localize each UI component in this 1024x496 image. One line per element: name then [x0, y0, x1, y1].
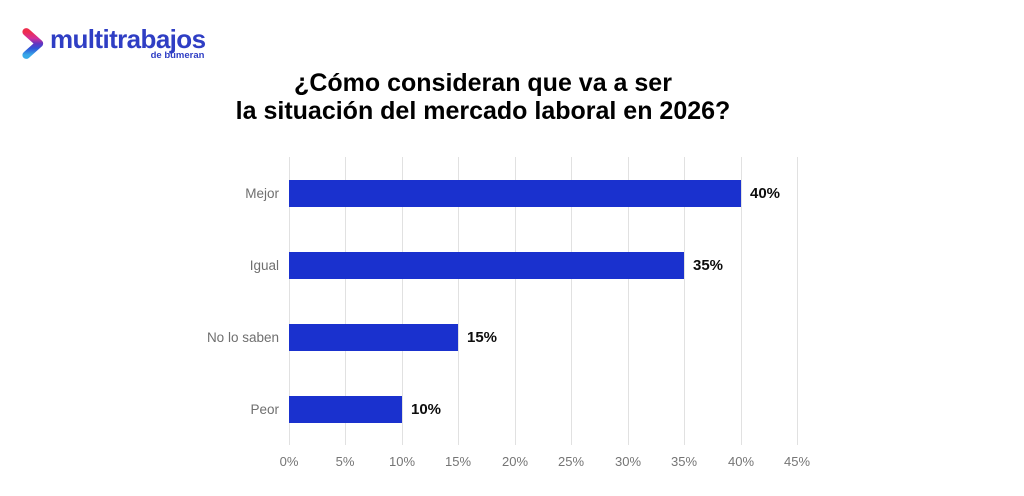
bar-row-peor: Peor 10%	[250, 373, 797, 445]
value-label-peor: 10%	[411, 400, 442, 418]
brand-text: multitrabajos de bumeran	[50, 24, 206, 61]
brand-name: multitrabajos	[50, 24, 206, 54]
bar-chart-plot-area: Mejor 40% Igual 35% No lo saben 15% Peor 10% 0%…	[207, 157, 810, 469]
multitrabajos-logo: multitrabajos de bumeran	[20, 24, 206, 61]
category-label-peor: Peor	[250, 401, 279, 417]
bar-row-igual: Igual 35%	[250, 229, 797, 301]
bar-peor	[289, 395, 402, 423]
x-tick-0: 0%	[279, 454, 299, 469]
bar-no-lo-saben	[289, 323, 458, 351]
category-label-igual: Igual	[249, 257, 279, 273]
x-tick-40: 40%	[727, 454, 755, 469]
x-tick-20: 20%	[501, 454, 529, 469]
value-label-mejor: 40%	[750, 184, 781, 202]
gridline-20	[515, 157, 516, 445]
chart-title-line1: ¿Cómo consideran que va a ser	[294, 69, 672, 97]
category-label-no-lo-saben: No lo saben	[206, 329, 279, 345]
gridline-5	[345, 157, 346, 445]
gridline-10	[402, 157, 403, 445]
bar-row-mejor: Mejor 40%	[245, 157, 797, 229]
x-tick-30: 30%	[614, 454, 642, 469]
value-label-no-lo-saben: 15%	[467, 328, 498, 346]
x-tick-25: 25%	[557, 454, 585, 469]
category-label-mejor: Mejor	[245, 185, 279, 201]
chevron-right-icon	[22, 28, 44, 59]
bar-igual	[289, 251, 684, 279]
gridline-0	[289, 157, 290, 445]
gridline-40	[741, 157, 742, 445]
gridline-35	[684, 157, 685, 445]
gridline-15	[458, 157, 459, 445]
gridline-30	[628, 157, 629, 445]
gridline-45	[797, 157, 798, 445]
x-tick-35: 35%	[670, 454, 698, 469]
x-tick-45: 45%	[783, 454, 811, 469]
x-tick-15: 15%	[444, 454, 472, 469]
bar-row-no-lo-saben: No lo saben 15%	[207, 301, 797, 373]
brand-subtitle: de bumeran	[150, 50, 205, 61]
value-label-igual: 35%	[693, 256, 724, 274]
x-tick-10: 10%	[388, 454, 416, 469]
chart-title-line2: la situación del mercado laboral en 2026…	[235, 96, 731, 125]
bar-mejor	[289, 179, 741, 207]
x-tick-5: 5%	[335, 454, 355, 469]
chart-title: ¿Cómo consideran que va a ser la situaci…	[133, 69, 833, 125]
gridline-25	[571, 157, 572, 445]
